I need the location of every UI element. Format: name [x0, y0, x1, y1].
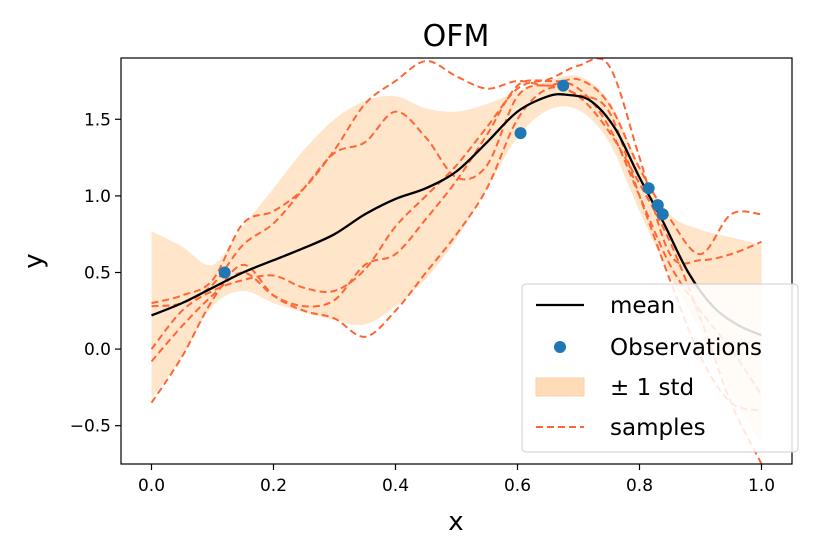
observation-point	[514, 127, 527, 140]
y-tick-label: 1.0	[84, 187, 111, 207]
legend-std-label: ± 1 std	[610, 375, 694, 401]
y-axis-label: y	[19, 253, 49, 268]
x-tick-label: 0.8	[626, 476, 653, 496]
y-tick-label: −0.5	[70, 417, 111, 437]
sample-line-3	[151, 84, 763, 464]
plot-area	[150, 58, 763, 464]
legend-std-swatch	[535, 377, 585, 397]
chart-title: OFM	[423, 19, 490, 54]
y-tick-label: 1.5	[84, 110, 111, 130]
observation-point	[656, 208, 669, 221]
mean-line	[151, 93, 762, 337]
x-tick-label: 0.4	[382, 476, 409, 496]
observation-point	[651, 199, 664, 212]
legend-mean-label: mean	[610, 293, 675, 319]
y-axis-ticks: −0.5 0.0 0.5 1.0 1.5	[70, 110, 121, 437]
legend: mean Observations ± 1 std samples	[521, 283, 799, 453]
x-axis-label: x	[448, 507, 463, 537]
legend-observations-label: Observations	[610, 335, 762, 361]
x-tick-label: 0.6	[504, 476, 531, 496]
observation-point	[218, 266, 231, 279]
plot-frame	[120, 57, 793, 465]
std-band	[151, 75, 762, 445]
sample-line-4	[150, 86, 762, 412]
y-tick-label: 0.0	[84, 340, 111, 360]
legend-frame	[521, 283, 799, 453]
x-tick-label: 0.2	[260, 476, 287, 496]
observation-point	[557, 79, 570, 92]
legend-observations-swatch	[554, 341, 566, 353]
legend-samples-label: samples	[610, 415, 706, 441]
sample-line-2	[150, 58, 762, 363]
sample-line-5	[150, 79, 763, 396]
y-tick-label: 0.5	[84, 263, 111, 283]
x-axis-ticks: 0.0 0.2 0.4 0.6 0.8 1.0	[138, 464, 775, 496]
x-tick-label: 1.0	[748, 476, 775, 496]
x-tick-label: 0.0	[138, 476, 165, 496]
observation-point	[642, 182, 655, 195]
